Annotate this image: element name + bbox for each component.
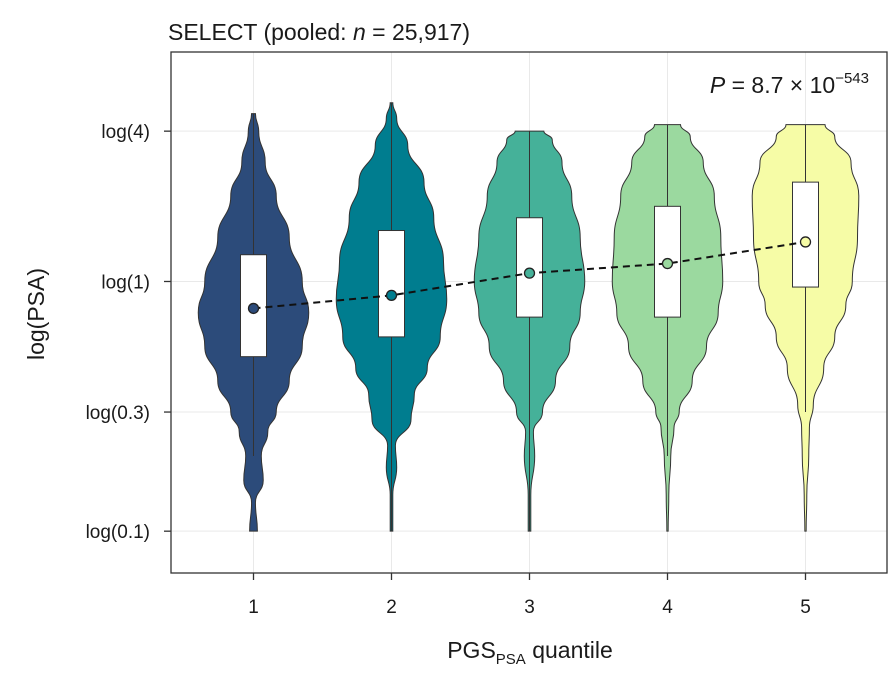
x-axis-title: PGSPSA quantile (447, 637, 613, 668)
violin-group-5 (751, 124, 860, 532)
mean-point-4 (661, 257, 674, 270)
y-tick-label: log(4) (101, 122, 150, 143)
mean-point-3 (523, 267, 536, 279)
x-axis-ticks: 1 2 3 4 5 (248, 573, 811, 618)
y-axis-title: log(PSA) (23, 268, 49, 360)
p-value-annotation: P = 8.7 × 10−543 (710, 70, 869, 98)
x-tick-label: 5 (800, 597, 811, 618)
chart-title: SELECT (pooled: n = 25,917) (168, 19, 470, 45)
violins (197, 102, 860, 532)
y-tick-label: log(0.3) (86, 403, 150, 424)
y-tick-label: log(1) (101, 272, 150, 293)
x-tick-label: 3 (524, 597, 535, 618)
mean-point-5 (799, 236, 812, 248)
x-tick-label: 2 (386, 597, 397, 618)
box-3 (516, 217, 543, 318)
violin-group-3 (473, 130, 586, 532)
violin-group-1 (197, 113, 310, 532)
mean-point-2 (385, 289, 398, 301)
box-2 (378, 230, 405, 338)
x-tick-label: 1 (248, 597, 259, 618)
box-5 (792, 181, 819, 288)
x-tick-label: 4 (662, 597, 673, 618)
violin-group-2 (335, 102, 448, 532)
trend-line-group (247, 236, 812, 315)
y-axis-ticks: log(0.1) log(0.3) log(1) log(4) (86, 122, 171, 543)
y-tick-label: log(0.1) (86, 522, 150, 543)
mean-point-1 (247, 302, 260, 315)
violin-group-4 (611, 124, 724, 532)
